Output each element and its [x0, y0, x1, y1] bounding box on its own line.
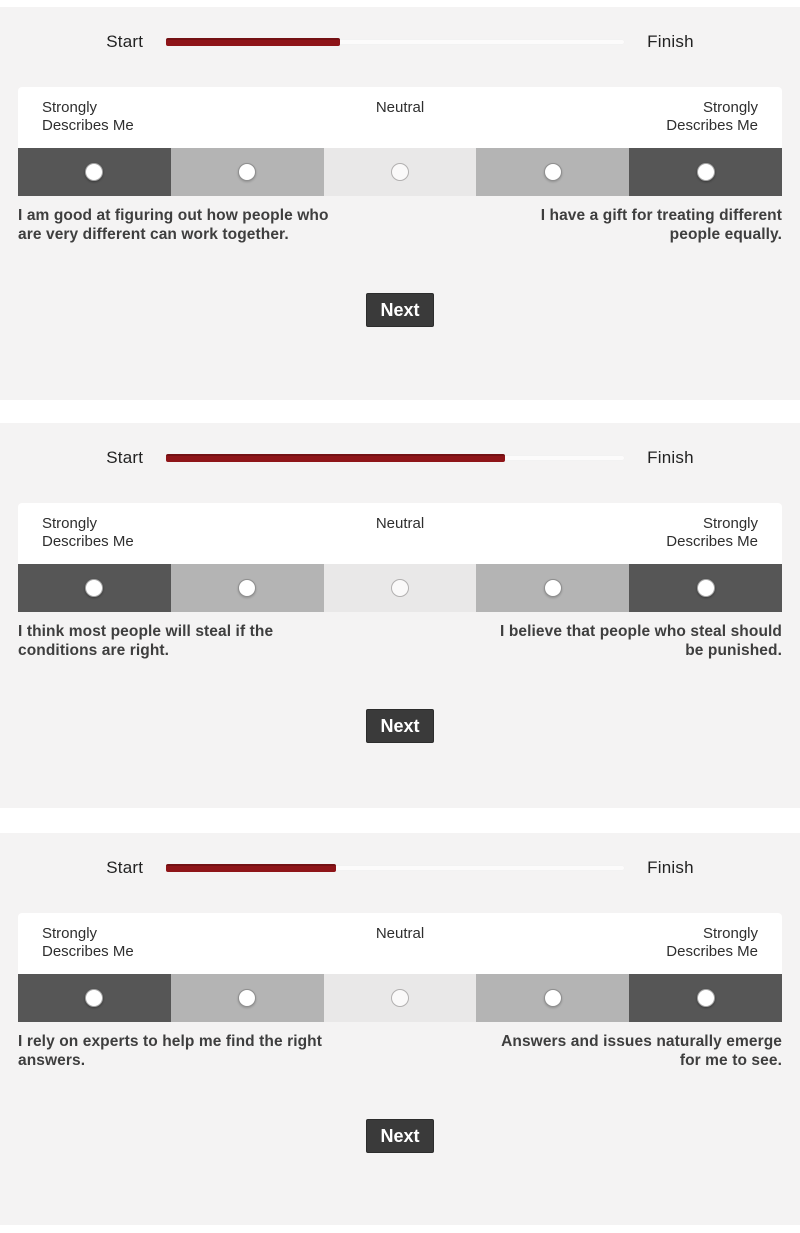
- right-statement: I have a gift for treating different peo…: [540, 207, 782, 243]
- scale-option-moderately-right[interactable]: [476, 974, 630, 1022]
- question-block-1: Start Finish Strongly Describes Me Neutr…: [0, 7, 800, 400]
- left-statement: I am good at figuring out how people who…: [18, 207, 329, 243]
- progress-bar: Start Finish: [0, 447, 800, 469]
- radio-icon[interactable]: [390, 579, 409, 597]
- scale-segments-row: [18, 974, 782, 1022]
- radio-icon[interactable]: [238, 989, 257, 1007]
- left-statement: I rely on experts to help me find the ri…: [18, 1033, 323, 1069]
- scale-card: Strongly Describes Me Neutral Strongly D…: [18, 87, 782, 196]
- scale-option-moderately-left[interactable]: [170, 148, 324, 196]
- scale-option-moderately-right[interactable]: [476, 564, 630, 612]
- progress-start-label: Start: [106, 448, 144, 467]
- scale-option-strongly-left[interactable]: [18, 564, 171, 612]
- scale-label-right: Strongly Describes Me: [666, 99, 758, 134]
- progress-bar: Start Finish: [0, 31, 800, 53]
- scale-labels-row: Strongly Describes Me Neutral Strongly D…: [18, 503, 782, 564]
- scale-labels-row: Strongly Describes Me Neutral Strongly D…: [18, 87, 782, 148]
- radio-icon[interactable]: [696, 989, 715, 1007]
- radio-icon[interactable]: [390, 989, 409, 1007]
- statements-row: I am good at figuring out how people who…: [18, 206, 782, 263]
- progress-finish-label: Finish: [647, 32, 694, 51]
- question-block-3: Start Finish Strongly Describes Me Neutr…: [0, 833, 800, 1225]
- scale-label-right: Strongly Describes Me: [666, 925, 758, 960]
- scale-option-strongly-left[interactable]: [18, 148, 171, 196]
- scale-label-left: Strongly Describes Me: [42, 99, 134, 134]
- radio-icon[interactable]: [85, 163, 104, 181]
- progress-bar: Start Finish: [0, 857, 800, 879]
- progress-track: [166, 864, 625, 872]
- scale-label-neutral: Neutral: [375, 99, 425, 116]
- scale-option-neutral[interactable]: [323, 148, 477, 196]
- left-statement: I think most people will steal if the co…: [18, 623, 274, 659]
- next-button-row: Next: [0, 1119, 800, 1153]
- progress-start-label: Start: [106, 32, 144, 51]
- scale-label-left: Strongly Describes Me: [42, 925, 134, 960]
- progress-finish-label: Finish: [647, 448, 694, 467]
- next-button-row: Next: [0, 709, 800, 743]
- radio-icon[interactable]: [238, 163, 257, 181]
- progress-fill: [166, 454, 506, 462]
- question-block-2: Start Finish Strongly Describes Me Neutr…: [0, 423, 800, 808]
- scale-option-moderately-right[interactable]: [476, 148, 630, 196]
- scale-option-moderately-left[interactable]: [170, 974, 324, 1022]
- radio-icon[interactable]: [85, 579, 104, 597]
- radio-icon[interactable]: [390, 163, 409, 181]
- scale-segments-row: [18, 564, 782, 612]
- radio-icon[interactable]: [543, 163, 562, 181]
- progress-track: [166, 454, 625, 462]
- scale-label-right: Strongly Describes Me: [666, 515, 758, 550]
- scale-segments-row: [18, 148, 782, 196]
- right-statement: Answers and issues naturally emerge for …: [501, 1033, 782, 1069]
- section-divider: [0, 400, 800, 423]
- next-button[interactable]: Next: [366, 293, 434, 327]
- statements-row: I rely on experts to help me find the ri…: [18, 1032, 782, 1089]
- scale-option-strongly-right[interactable]: [629, 564, 782, 612]
- scale-labels-row: Strongly Describes Me Neutral Strongly D…: [18, 913, 782, 974]
- radio-icon[interactable]: [696, 163, 715, 181]
- progress-finish-label: Finish: [647, 858, 694, 877]
- scale-label-neutral: Neutral: [375, 515, 425, 532]
- radio-icon[interactable]: [696, 579, 715, 597]
- scale-card: Strongly Describes Me Neutral Strongly D…: [18, 503, 782, 612]
- statements-row: I think most people will steal if the co…: [18, 622, 782, 679]
- right-statement: I believe that people who steal should b…: [500, 623, 782, 659]
- scale-label-neutral: Neutral: [375, 925, 425, 942]
- page-top-divider: [0, 0, 800, 7]
- next-button-row: Next: [0, 293, 800, 327]
- progress-track: [166, 38, 625, 46]
- radio-icon[interactable]: [543, 579, 562, 597]
- section-divider: [0, 808, 800, 833]
- scale-option-neutral[interactable]: [323, 564, 477, 612]
- radio-icon[interactable]: [238, 579, 257, 597]
- progress-fill: [166, 864, 336, 872]
- page-bottom-divider: [0, 1225, 800, 1233]
- radio-icon[interactable]: [543, 989, 562, 1007]
- scale-card: Strongly Describes Me Neutral Strongly D…: [18, 913, 782, 1022]
- next-button[interactable]: Next: [366, 709, 434, 743]
- scale-label-left: Strongly Describes Me: [42, 515, 134, 550]
- scale-option-moderately-left[interactable]: [170, 564, 324, 612]
- scale-option-strongly-right[interactable]: [629, 974, 782, 1022]
- scale-option-neutral[interactable]: [323, 974, 477, 1022]
- progress-fill: [166, 38, 341, 46]
- progress-start-label: Start: [106, 858, 144, 877]
- scale-option-strongly-right[interactable]: [629, 148, 782, 196]
- radio-icon[interactable]: [85, 989, 104, 1007]
- next-button[interactable]: Next: [366, 1119, 434, 1153]
- scale-option-strongly-left[interactable]: [18, 974, 171, 1022]
